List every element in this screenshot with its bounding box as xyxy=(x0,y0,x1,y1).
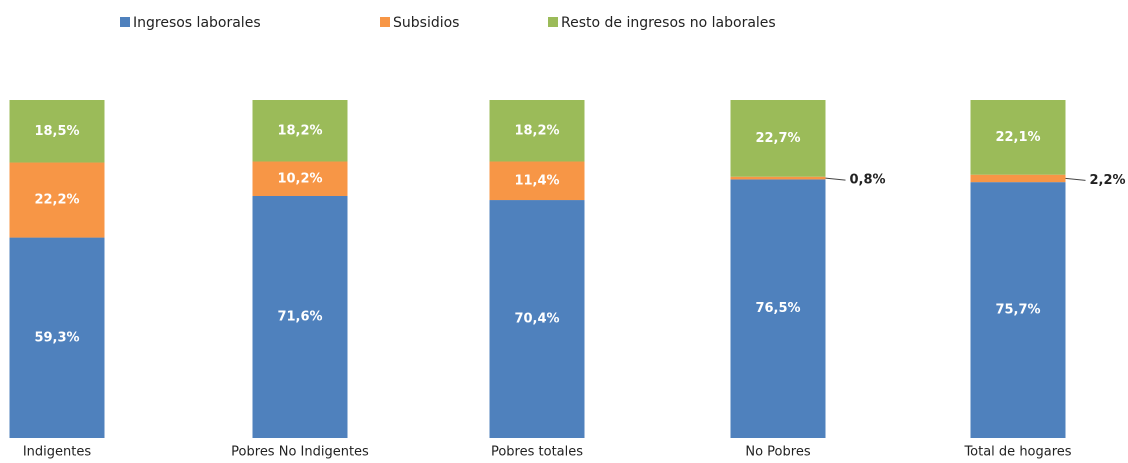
legend-label: Subsidios xyxy=(393,15,459,31)
value-label: 11,4% xyxy=(514,173,559,188)
bar-segment xyxy=(252,195,348,438)
legend-label: Resto de ingresos no laborales xyxy=(561,15,776,31)
bar-segment xyxy=(9,237,105,438)
value-label: 59,3% xyxy=(34,330,79,345)
leader-line xyxy=(1065,177,1086,181)
value-label: 75,7% xyxy=(995,303,1040,318)
bar-segment xyxy=(970,100,1066,175)
bar-segment xyxy=(970,174,1066,183)
x-tick-label: Pobres No Indigentes xyxy=(231,445,369,460)
bar-segment xyxy=(970,182,1066,438)
legend-swatch xyxy=(120,17,130,27)
value-label: 18,2% xyxy=(514,123,559,138)
bar-segment xyxy=(730,179,826,438)
value-label: 18,2% xyxy=(277,123,322,138)
legend-swatch xyxy=(548,17,558,27)
value-label: 10,2% xyxy=(277,171,322,186)
x-tick-label: Indigentes xyxy=(23,445,92,460)
value-label: 22,1% xyxy=(995,130,1040,145)
value-label: 0,8% xyxy=(850,173,886,188)
leader-line xyxy=(825,177,846,181)
bar-segment xyxy=(489,200,585,438)
bar-segment xyxy=(9,100,105,163)
legend-swatch xyxy=(380,17,390,27)
value-label: 70,4% xyxy=(514,312,559,327)
x-tick-label: Total de hogares xyxy=(963,445,1071,460)
value-label: 2,2% xyxy=(1090,173,1126,188)
bar-segment xyxy=(489,100,585,162)
bar-segment xyxy=(730,176,826,180)
value-label: 76,5% xyxy=(755,301,800,316)
bar-segment xyxy=(489,161,585,201)
value-label: 22,7% xyxy=(755,131,800,146)
value-label: 22,2% xyxy=(34,193,79,208)
bar-segment xyxy=(9,162,105,238)
bar-segment xyxy=(252,100,348,162)
bar-segment xyxy=(730,100,826,177)
bar-segment xyxy=(252,161,348,196)
legend-label: Ingresos laborales xyxy=(133,15,261,31)
value-label: 71,6% xyxy=(277,309,322,324)
x-tick-label: Pobres totales xyxy=(491,445,583,460)
x-tick-label: No Pobres xyxy=(745,445,810,460)
value-label: 18,5% xyxy=(34,124,79,139)
